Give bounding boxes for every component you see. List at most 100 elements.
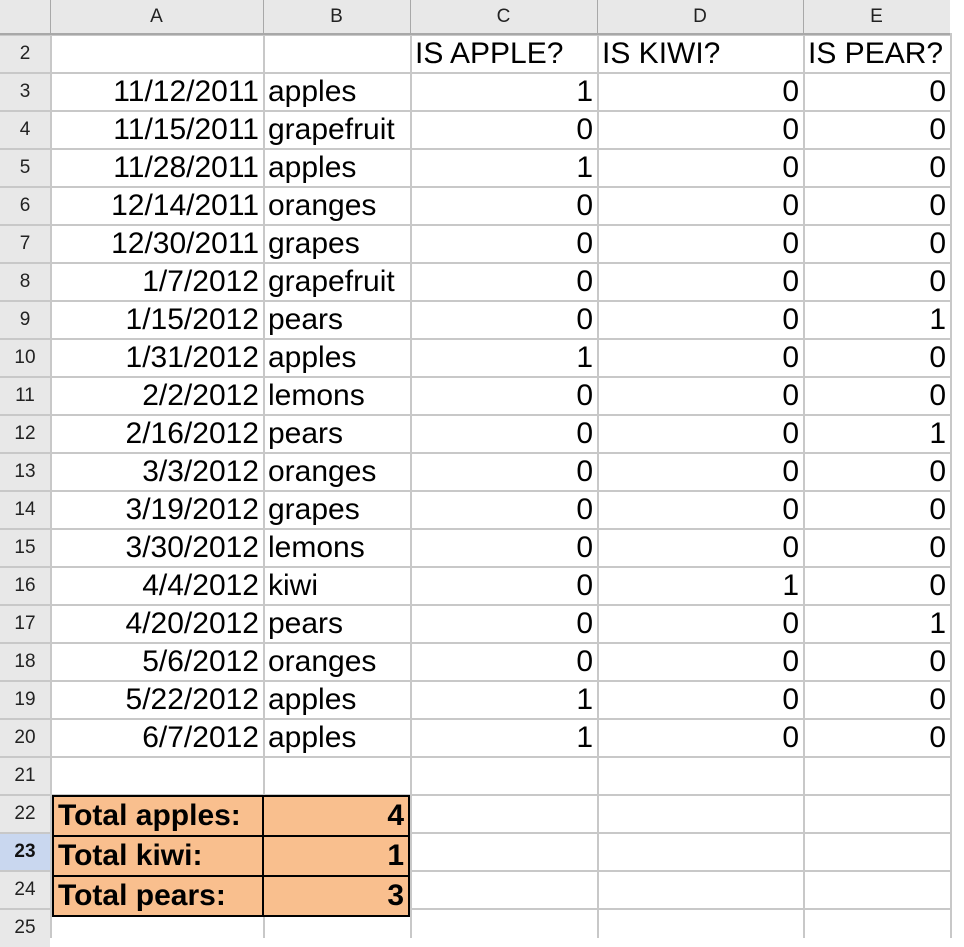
row-header-12[interactable]: 12 bbox=[0, 415, 50, 453]
fruit-cell[interactable]: oranges bbox=[268, 645, 377, 678]
date-cell[interactable]: 11/28/2011 bbox=[113, 151, 259, 184]
fruit-cell[interactable]: kiwi bbox=[268, 569, 318, 602]
is-apple-cell[interactable]: 1 bbox=[576, 151, 593, 184]
date-cell[interactable]: 2/16/2012 bbox=[125, 417, 259, 450]
fruit-cell[interactable]: apples bbox=[268, 341, 357, 374]
is-apple-cell[interactable]: 0 bbox=[576, 607, 593, 640]
fruit-cell[interactable]: pears bbox=[268, 607, 344, 640]
row-header-14[interactable]: 14 bbox=[0, 491, 50, 529]
is-pear-cell[interactable]: 1 bbox=[929, 607, 946, 640]
is-pear-cell[interactable]: 0 bbox=[929, 189, 946, 222]
row-header-2[interactable]: 2 bbox=[0, 35, 50, 73]
fruit-cell[interactable]: oranges bbox=[268, 189, 377, 222]
date-cell[interactable]: 6/7/2012 bbox=[142, 721, 259, 754]
column-header-d[interactable]: D bbox=[597, 0, 803, 33]
total-value-cell[interactable]: 3 bbox=[262, 875, 410, 917]
fruit-cell[interactable]: apples bbox=[268, 75, 357, 108]
is-kiwi-cell[interactable]: 0 bbox=[782, 607, 799, 640]
column-header-e[interactable]: E bbox=[803, 0, 950, 33]
is-apple-cell[interactable]: 0 bbox=[576, 455, 593, 488]
is-kiwi-cell[interactable]: 1 bbox=[782, 569, 799, 602]
fruit-cell[interactable]: lemons bbox=[268, 531, 365, 564]
date-cell[interactable]: 1/31/2012 bbox=[125, 341, 259, 374]
select-all-corner[interactable] bbox=[0, 0, 50, 33]
row-header-23[interactable]: 23 bbox=[0, 833, 50, 871]
cell-e2-is-pear-header[interactable]: IS PEAR? bbox=[808, 37, 944, 70]
is-apple-cell[interactable]: 0 bbox=[576, 493, 593, 526]
date-cell[interactable]: 3/30/2012 bbox=[125, 531, 259, 564]
is-apple-cell[interactable]: 1 bbox=[576, 683, 593, 716]
column-header-c[interactable]: C bbox=[410, 0, 597, 33]
date-cell[interactable]: 12/14/2011 bbox=[111, 189, 259, 222]
is-kiwi-cell[interactable]: 0 bbox=[782, 151, 799, 184]
row-header-16[interactable]: 16 bbox=[0, 567, 50, 605]
date-cell[interactable]: 5/22/2012 bbox=[125, 683, 259, 716]
is-apple-cell[interactable]: 0 bbox=[576, 531, 593, 564]
is-kiwi-cell[interactable]: 0 bbox=[782, 265, 799, 298]
is-kiwi-cell[interactable]: 0 bbox=[782, 683, 799, 716]
is-pear-cell[interactable]: 0 bbox=[929, 683, 946, 716]
fruit-cell[interactable]: pears bbox=[268, 417, 344, 450]
date-cell[interactable]: 1/7/2012 bbox=[142, 265, 259, 298]
is-pear-cell[interactable]: 0 bbox=[929, 113, 946, 146]
is-kiwi-cell[interactable]: 0 bbox=[782, 417, 799, 450]
date-cell[interactable]: 5/6/2012 bbox=[142, 645, 259, 678]
row-header-20[interactable]: 20 bbox=[0, 719, 50, 757]
is-kiwi-cell[interactable]: 0 bbox=[782, 721, 799, 754]
total-value-cell[interactable]: 4 bbox=[262, 795, 410, 837]
date-cell[interactable]: 11/15/2011 bbox=[113, 113, 259, 146]
date-cell[interactable]: 2/2/2012 bbox=[142, 379, 259, 412]
fruit-cell[interactable]: grapefruit bbox=[268, 265, 395, 298]
row-header-4[interactable]: 4 bbox=[0, 111, 50, 149]
row-header-19[interactable]: 19 bbox=[0, 681, 50, 719]
is-kiwi-cell[interactable]: 0 bbox=[782, 379, 799, 412]
fruit-cell[interactable]: grapefruit bbox=[268, 113, 395, 146]
row-header-13[interactable]: 13 bbox=[0, 453, 50, 491]
is-apple-cell[interactable]: 0 bbox=[576, 227, 593, 260]
is-apple-cell[interactable]: 1 bbox=[576, 341, 593, 374]
is-apple-cell[interactable]: 0 bbox=[576, 265, 593, 298]
row-header-24[interactable]: 24 bbox=[0, 871, 50, 909]
date-cell[interactable]: 4/20/2012 bbox=[125, 607, 259, 640]
row-header-6[interactable]: 6 bbox=[0, 187, 50, 225]
is-pear-cell[interactable]: 0 bbox=[929, 341, 946, 374]
row-header-21[interactable]: 21 bbox=[0, 757, 50, 795]
is-kiwi-cell[interactable]: 0 bbox=[782, 113, 799, 146]
row-header-17[interactable]: 17 bbox=[0, 605, 50, 643]
date-cell[interactable]: 4/4/2012 bbox=[142, 569, 259, 602]
fruit-cell[interactable]: pears bbox=[268, 303, 344, 336]
is-apple-cell[interactable]: 1 bbox=[576, 75, 593, 108]
is-pear-cell[interactable]: 0 bbox=[929, 227, 946, 260]
fruit-cell[interactable]: grapes bbox=[268, 493, 360, 526]
total-label-cell[interactable]: Total apples: bbox=[52, 795, 264, 837]
date-cell[interactable]: 3/3/2012 bbox=[142, 455, 259, 488]
is-kiwi-cell[interactable]: 0 bbox=[782, 455, 799, 488]
is-pear-cell[interactable]: 0 bbox=[929, 721, 946, 754]
is-apple-cell[interactable]: 0 bbox=[576, 417, 593, 450]
row-header-18[interactable]: 18 bbox=[0, 643, 50, 681]
column-header-b[interactable]: B bbox=[263, 0, 410, 33]
is-apple-cell[interactable]: 0 bbox=[576, 645, 593, 678]
is-pear-cell[interactable]: 1 bbox=[929, 303, 946, 336]
is-pear-cell[interactable]: 0 bbox=[929, 265, 946, 298]
column-header-a[interactable]: A bbox=[50, 0, 263, 33]
is-kiwi-cell[interactable]: 0 bbox=[782, 493, 799, 526]
date-cell[interactable]: 1/15/2012 bbox=[125, 303, 259, 336]
is-pear-cell[interactable]: 0 bbox=[929, 455, 946, 488]
is-apple-cell[interactable]: 0 bbox=[576, 189, 593, 222]
row-header-8[interactable]: 8 bbox=[0, 263, 50, 301]
row-header-11[interactable]: 11 bbox=[0, 377, 50, 415]
row-header-7[interactable]: 7 bbox=[0, 225, 50, 263]
fruit-cell[interactable]: apples bbox=[268, 721, 357, 754]
is-pear-cell[interactable]: 0 bbox=[929, 569, 946, 602]
row-header-5[interactable]: 5 bbox=[0, 149, 50, 187]
is-pear-cell[interactable]: 0 bbox=[929, 75, 946, 108]
row-header-3[interactable]: 3 bbox=[0, 73, 50, 111]
cell-d2-is-kiwi-header[interactable]: IS KIWI? bbox=[602, 37, 721, 70]
is-kiwi-cell[interactable]: 0 bbox=[782, 531, 799, 564]
fruit-cell[interactable]: lemons bbox=[268, 379, 365, 412]
is-pear-cell[interactable]: 0 bbox=[929, 151, 946, 184]
is-apple-cell[interactable]: 0 bbox=[576, 303, 593, 336]
is-kiwi-cell[interactable]: 0 bbox=[782, 75, 799, 108]
cell-c2-is-apple-header[interactable]: IS APPLE? bbox=[415, 37, 564, 70]
